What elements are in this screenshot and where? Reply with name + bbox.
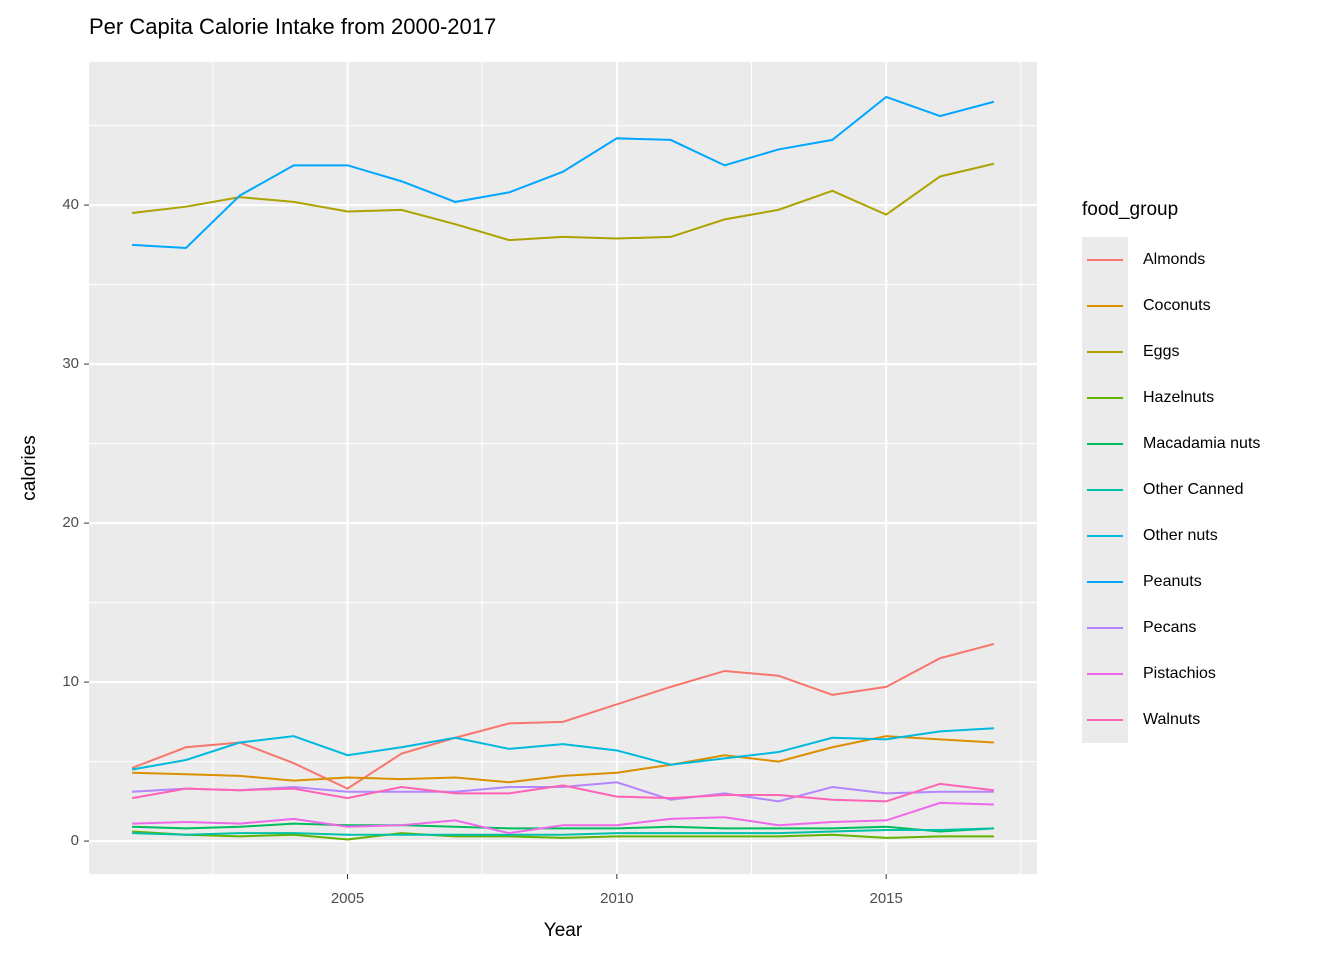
legend-label: Pistachios <box>1143 665 1216 682</box>
legend-title: food_group <box>1082 199 1178 220</box>
lines <box>131 95 995 841</box>
series-line <box>132 827 994 836</box>
x-tick-label: 2005 <box>331 890 364 907</box>
series-line <box>132 830 994 841</box>
series-line <box>131 727 994 771</box>
series-line <box>132 735 994 784</box>
series-line <box>131 782 995 803</box>
chart-title: Per Capita Calorie Intake from 2000-2017 <box>89 14 496 39</box>
y-tick-label: 40 <box>62 196 79 213</box>
legend-label: Other nuts <box>1143 527 1218 544</box>
series-line <box>131 162 995 242</box>
legend-label: Walnuts <box>1143 711 1200 728</box>
legend-label: Coconuts <box>1143 297 1211 314</box>
series-line <box>132 781 994 803</box>
x-axis-title: Year <box>544 920 583 941</box>
legend-label: Eggs <box>1143 343 1179 360</box>
y-tick-label: 20 <box>62 514 79 531</box>
series-line <box>132 95 995 250</box>
y-tick-label: 0 <box>71 832 79 849</box>
y-tick-label: 10 <box>62 673 79 690</box>
legend-label: Hazelnuts <box>1143 389 1214 406</box>
legend-label: Peanuts <box>1143 573 1202 590</box>
legend-label: Macadamia nuts <box>1143 435 1260 452</box>
series-line <box>132 822 994 833</box>
y-axis-title: calories <box>19 435 40 500</box>
panel <box>89 62 1037 874</box>
legend-label: Pecans <box>1143 619 1196 636</box>
x-tick-label: 2010 <box>600 890 633 907</box>
y-tick-label: 30 <box>62 355 79 372</box>
grid <box>89 62 1037 874</box>
x-tick-label: 2015 <box>869 890 902 907</box>
series-line <box>132 801 994 835</box>
legend-label: Almonds <box>1143 251 1205 268</box>
series-line <box>131 642 995 790</box>
legend-label: Other Canned <box>1143 481 1244 498</box>
